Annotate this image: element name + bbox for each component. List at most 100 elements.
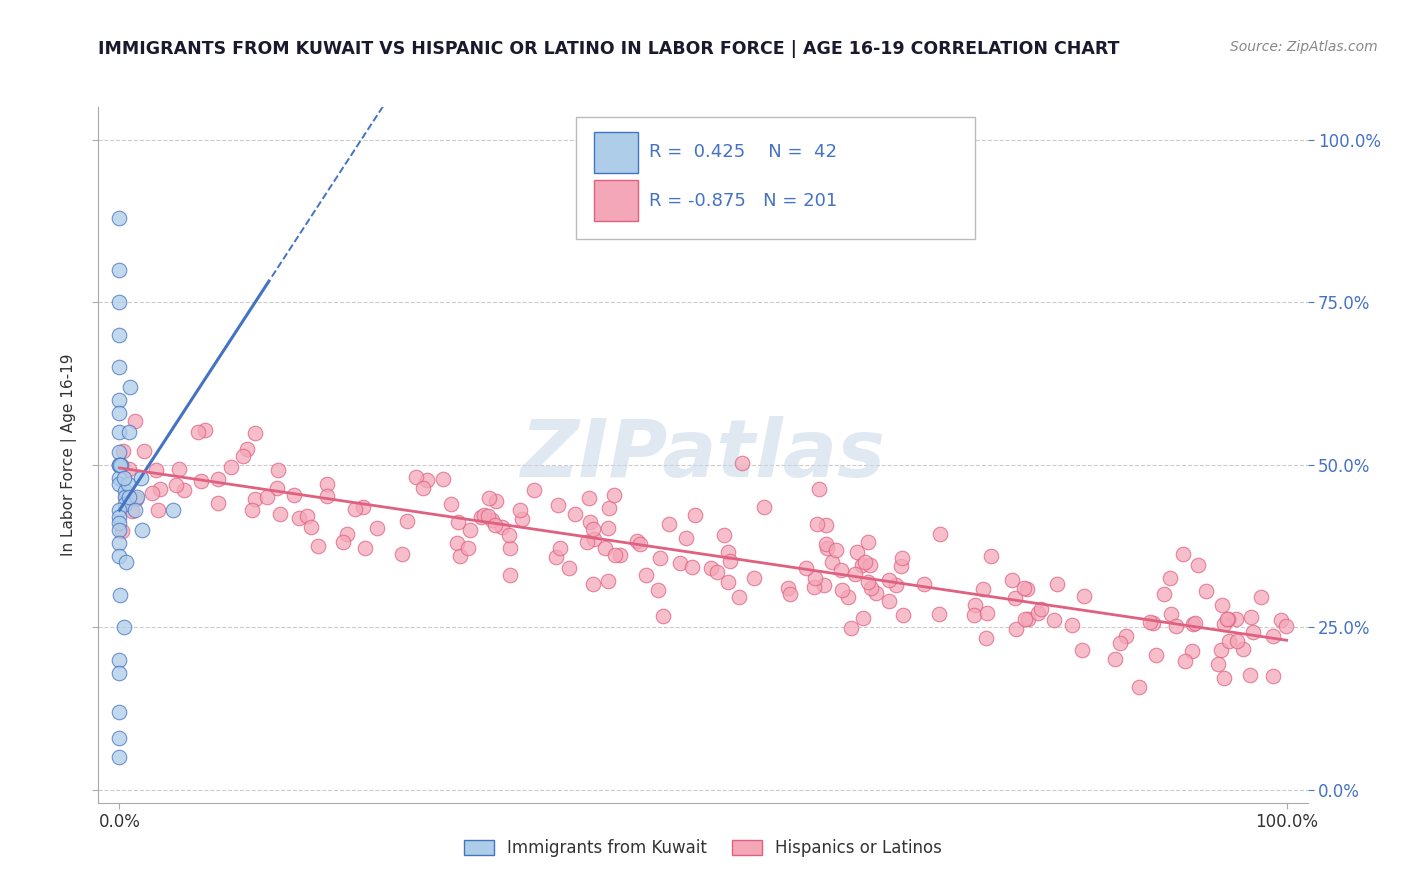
Point bbox=[149, 482, 172, 496]
Point bbox=[803, 580, 825, 594]
Point bbox=[332, 535, 354, 549]
Point bbox=[141, 485, 163, 500]
Point bbox=[108, 665, 131, 680]
Point bbox=[266, 463, 288, 477]
Legend: Immigrants from Kuwait, Hispanics or Latinos: Immigrants from Kuwait, Hispanics or Lat… bbox=[457, 833, 949, 864]
Point bbox=[108, 262, 131, 277]
Point bbox=[481, 513, 503, 527]
Point bbox=[432, 472, 454, 486]
Point bbox=[108, 516, 131, 531]
Point bbox=[187, 425, 209, 439]
Point bbox=[776, 582, 799, 596]
Point bbox=[125, 492, 148, 507]
Point bbox=[145, 463, 167, 477]
Point bbox=[578, 515, 600, 529]
Point bbox=[112, 444, 135, 458]
Point bbox=[675, 531, 697, 545]
Point bbox=[194, 423, 217, 437]
Point bbox=[1239, 667, 1261, 681]
Point bbox=[859, 581, 882, 595]
Point bbox=[891, 551, 914, 566]
Point bbox=[626, 534, 648, 549]
Point bbox=[891, 607, 914, 622]
Point bbox=[458, 524, 481, 538]
Point bbox=[118, 490, 141, 504]
Point bbox=[628, 536, 651, 550]
Point bbox=[111, 524, 134, 539]
Point bbox=[118, 461, 141, 475]
Point bbox=[108, 425, 131, 439]
Point bbox=[815, 517, 838, 532]
Point bbox=[108, 471, 131, 485]
Point bbox=[609, 548, 631, 562]
Point bbox=[108, 509, 131, 524]
Point bbox=[336, 527, 359, 541]
Point bbox=[1142, 616, 1164, 631]
Point bbox=[582, 522, 605, 536]
Text: R = -0.875   N = 201: R = -0.875 N = 201 bbox=[648, 192, 837, 210]
Point bbox=[354, 541, 377, 556]
Point bbox=[681, 560, 703, 574]
Point bbox=[446, 536, 468, 550]
Point bbox=[173, 483, 195, 498]
Point bbox=[1128, 680, 1150, 694]
Point bbox=[853, 555, 876, 569]
Point bbox=[108, 444, 131, 458]
Point bbox=[1139, 615, 1161, 630]
Point bbox=[578, 491, 600, 505]
Point bbox=[115, 555, 138, 569]
Point bbox=[808, 482, 831, 496]
Text: IMMIGRANTS FROM KUWAIT VS HISPANIC OR LATINO IN LABOR FORCE | AGE 16-19 CORRELAT: IMMIGRANTS FROM KUWAIT VS HISPANIC OR LA… bbox=[98, 40, 1121, 58]
Point bbox=[717, 575, 740, 590]
Point bbox=[1043, 613, 1066, 627]
Point bbox=[1160, 607, 1182, 621]
Point bbox=[1109, 636, 1132, 650]
Point bbox=[1225, 612, 1247, 626]
Point bbox=[108, 653, 131, 667]
FancyBboxPatch shape bbox=[576, 118, 976, 239]
Point bbox=[299, 520, 322, 534]
Point bbox=[243, 425, 266, 440]
Point bbox=[124, 503, 146, 517]
Point bbox=[1017, 582, 1039, 597]
Point bbox=[240, 503, 263, 517]
Point bbox=[256, 490, 278, 504]
Point bbox=[498, 527, 520, 541]
Point bbox=[207, 472, 229, 486]
Point bbox=[295, 508, 318, 523]
Point bbox=[114, 483, 136, 498]
Point bbox=[844, 566, 866, 581]
Point bbox=[416, 473, 439, 487]
Point bbox=[1211, 643, 1233, 657]
Point bbox=[779, 587, 801, 601]
Point bbox=[837, 590, 859, 604]
Point bbox=[1241, 624, 1264, 639]
Text: ZIPatlas: ZIPatlas bbox=[520, 416, 886, 494]
Point bbox=[877, 593, 900, 607]
Point bbox=[129, 471, 152, 485]
Point bbox=[510, 512, 533, 526]
Point bbox=[131, 523, 153, 537]
Point bbox=[1104, 651, 1126, 665]
Point bbox=[1005, 622, 1028, 636]
Point bbox=[1017, 612, 1039, 626]
Point bbox=[110, 458, 132, 472]
Point bbox=[114, 497, 136, 511]
Point bbox=[742, 571, 765, 585]
Point bbox=[1184, 615, 1206, 630]
Point bbox=[583, 533, 606, 547]
Point bbox=[965, 598, 987, 612]
Point bbox=[1029, 602, 1052, 616]
Point bbox=[558, 561, 581, 575]
Point bbox=[457, 541, 479, 556]
Point bbox=[544, 550, 567, 565]
Point bbox=[412, 481, 434, 495]
Point bbox=[718, 554, 741, 568]
Point bbox=[344, 502, 367, 516]
Point bbox=[108, 327, 131, 342]
Point bbox=[1226, 633, 1249, 648]
Point bbox=[1004, 591, 1026, 605]
Point bbox=[821, 555, 844, 569]
Point bbox=[108, 295, 131, 310]
Point bbox=[813, 578, 835, 592]
